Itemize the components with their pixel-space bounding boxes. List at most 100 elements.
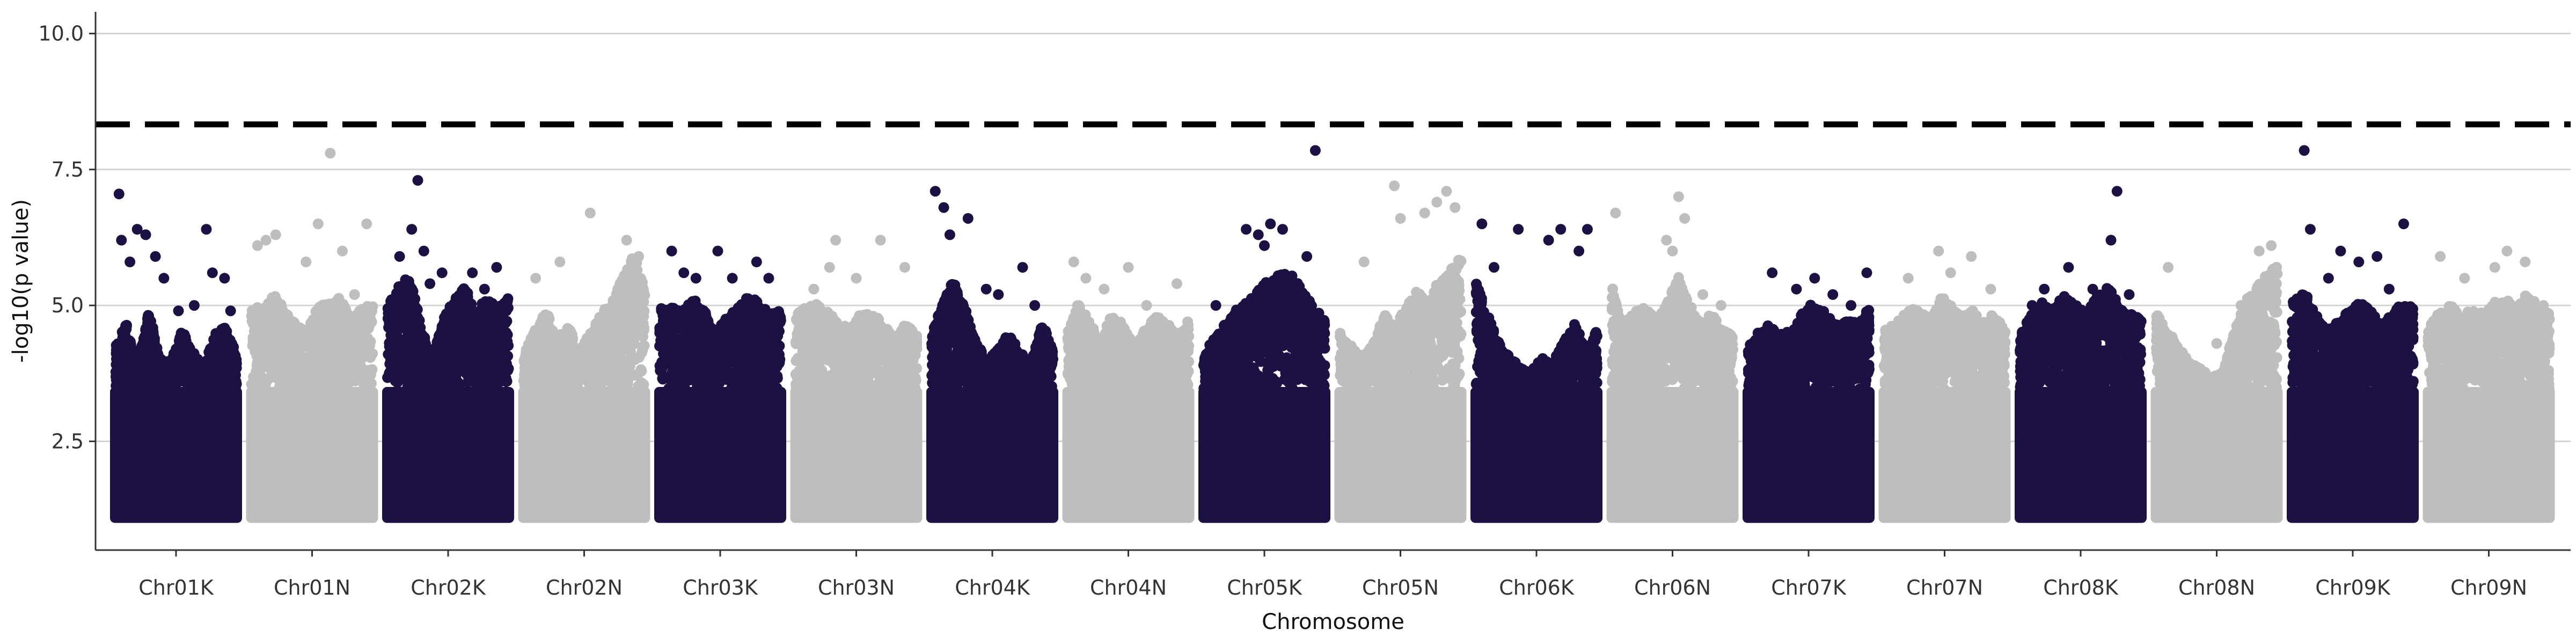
data-point: [767, 311, 778, 323]
data-point: [313, 353, 325, 364]
data-point: [123, 348, 134, 360]
data-point: [164, 356, 175, 368]
peak-point: [751, 257, 762, 268]
data-point: [669, 379, 680, 391]
data-point: [199, 374, 210, 385]
peak-point: [491, 262, 502, 273]
peak-point: [418, 245, 429, 257]
data-point: [660, 332, 671, 343]
data-point: [407, 298, 419, 310]
peak-point: [361, 218, 372, 230]
data-point: [450, 310, 462, 321]
series-Chr03K: [654, 245, 786, 523]
data-point: [589, 325, 600, 336]
data-point: [355, 355, 366, 366]
data-point: [445, 364, 457, 376]
data-point: [486, 311, 497, 322]
data-point: [260, 379, 271, 390]
data-point: [606, 311, 618, 322]
data-point: [179, 367, 191, 378]
peak-point: [260, 235, 272, 246]
data-point: [578, 340, 589, 351]
data-point: [316, 363, 327, 375]
peak-point: [479, 283, 490, 295]
data-point: [266, 332, 277, 343]
data-point: [321, 311, 333, 322]
peak-point: [633, 251, 645, 262]
data-point: [333, 362, 345, 374]
data-point: [637, 341, 648, 352]
data-point: [632, 369, 643, 380]
peak-point: [125, 257, 136, 268]
data-point: [311, 311, 322, 323]
data-point: [313, 340, 325, 352]
data-point: [747, 332, 758, 343]
data-point: [212, 378, 223, 389]
data-point: [674, 352, 685, 363]
data-point: [593, 350, 604, 362]
data-point: [111, 374, 122, 385]
data-point: [393, 281, 405, 292]
data-point: [451, 353, 462, 364]
data-point: [654, 360, 665, 371]
data-point: [137, 375, 148, 386]
data-point: [583, 361, 594, 372]
dense-point-block: [654, 387, 786, 523]
data-point: [399, 323, 410, 334]
data-point: [163, 369, 174, 380]
data-point: [698, 337, 709, 348]
peak-point: [207, 267, 218, 279]
data-point: [539, 319, 550, 330]
data-point: [293, 330, 304, 341]
data-point: [283, 379, 294, 390]
data-point: [612, 360, 624, 371]
data-point: [143, 348, 154, 359]
data-point: [121, 319, 132, 331]
data-point: [770, 371, 781, 383]
data-point: [633, 380, 644, 392]
data-point: [125, 336, 136, 347]
series-Chr02K: [382, 175, 514, 523]
data-point: [665, 342, 676, 354]
peak-point: [530, 273, 541, 284]
data-point: [497, 336, 508, 348]
peak-point: [325, 148, 336, 159]
data-point: [323, 348, 334, 359]
peak-point: [173, 305, 184, 317]
data-point: [535, 349, 546, 360]
peak-point: [158, 273, 170, 284]
data-point: [365, 352, 376, 363]
peak-point: [712, 245, 723, 257]
peak-point: [301, 257, 312, 268]
data-point: [438, 349, 449, 361]
dense-point-block: [110, 387, 242, 523]
data-point: [573, 353, 584, 364]
peak-point: [412, 175, 423, 186]
data-point: [457, 325, 469, 336]
peak-point: [425, 278, 436, 289]
data-point: [753, 349, 764, 361]
peak-point: [763, 273, 774, 284]
data-point: [231, 378, 242, 390]
data-point: [738, 298, 750, 309]
peak-point: [394, 251, 405, 262]
data-point: [689, 315, 700, 326]
data-point: [274, 312, 286, 323]
data-point: [502, 295, 513, 306]
data-point: [546, 364, 558, 375]
data-point: [725, 316, 736, 327]
data-point: [469, 376, 480, 387]
data-point: [742, 345, 753, 356]
peak-point: [219, 273, 230, 284]
data-point: [440, 336, 451, 347]
data-point: [761, 327, 772, 338]
data-point: [289, 318, 300, 329]
data-point: [252, 358, 263, 369]
data-point: [484, 296, 495, 308]
data-point: [527, 332, 538, 343]
peak-point: [270, 229, 281, 240]
data-point: [482, 339, 493, 350]
data-point: [247, 332, 259, 343]
data-point: [410, 317, 421, 328]
data-point: [587, 382, 598, 393]
